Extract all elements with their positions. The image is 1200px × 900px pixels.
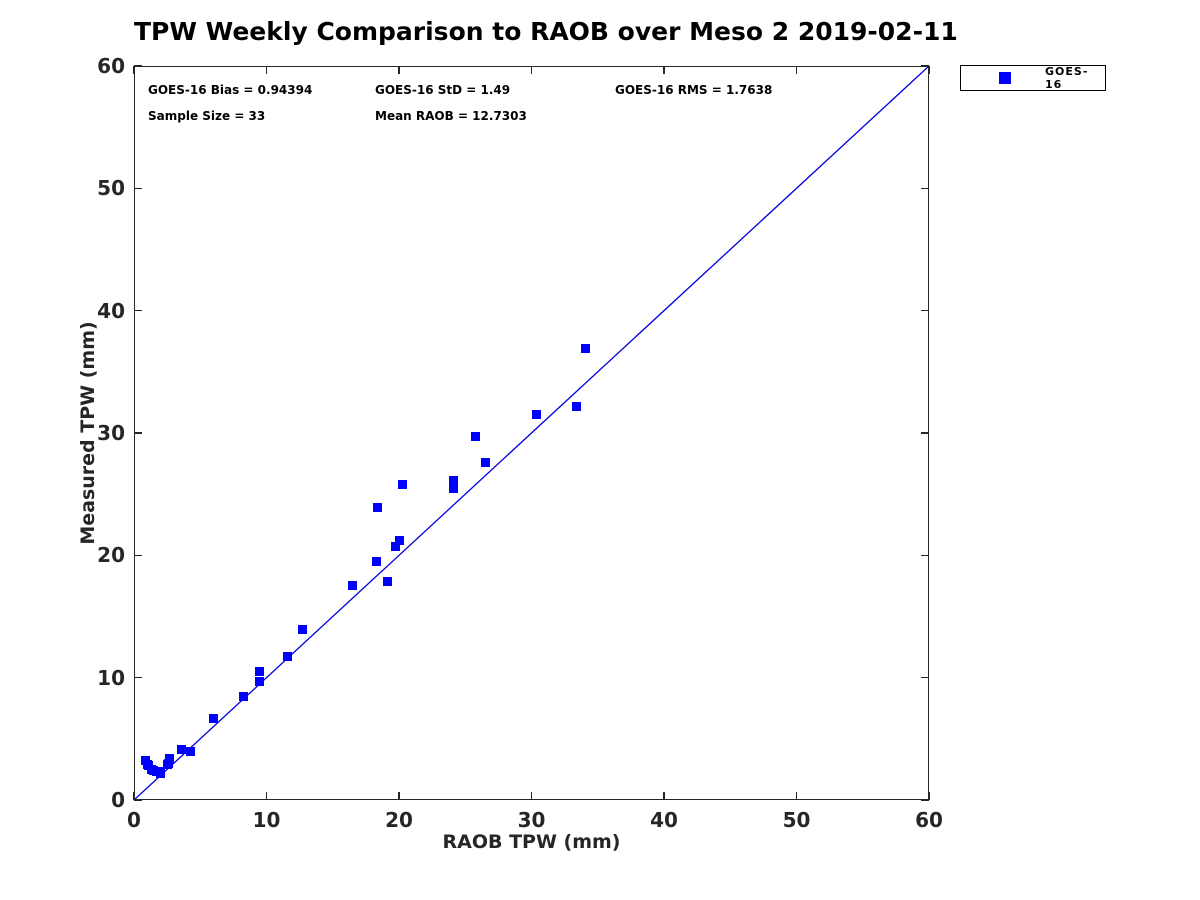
stat-sample-size: Sample Size = 33 <box>148 109 266 123</box>
x-tick-mirror <box>133 66 135 74</box>
legend-marker-square-icon <box>999 72 1011 84</box>
data-point <box>382 576 392 586</box>
y-tick-mirror <box>921 799 929 801</box>
y-tick <box>134 309 142 312</box>
stat-std: GOES-16 StD = 1.49 <box>375 83 511 97</box>
identity-line <box>134 66 929 800</box>
legend-label: GOES-16 <box>1045 65 1089 91</box>
data-point <box>448 476 458 486</box>
x-tick <box>928 792 930 800</box>
y-tick-mirror <box>921 676 929 679</box>
y-tick <box>134 799 142 801</box>
data-point <box>532 410 542 420</box>
data-point <box>371 556 381 566</box>
data-point <box>177 745 187 755</box>
y-tick <box>134 65 142 67</box>
x-tick-label: 0 <box>127 808 141 832</box>
data-point <box>448 483 458 493</box>
x-tick-label: 30 <box>517 808 546 832</box>
x-tick-mirror <box>663 66 665 74</box>
y-axis-label: Measured TPW (mm) <box>77 321 99 545</box>
chart-title: TPW Weekly Comparison to RAOB over Meso … <box>134 17 958 46</box>
data-point <box>581 344 591 354</box>
y-tick <box>134 676 142 679</box>
data-point <box>572 401 582 411</box>
y-tick-label: 40 <box>97 298 125 323</box>
data-point <box>471 432 481 442</box>
x-tick <box>265 792 268 800</box>
x-tick <box>795 792 798 800</box>
y-tick-label: 0 <box>111 788 125 812</box>
data-point <box>348 581 358 591</box>
x-tick <box>530 792 533 800</box>
y-tick <box>134 554 142 557</box>
x-tick-mirror <box>265 66 268 74</box>
stat-bias: GOES-16 Bias = 0.94394 <box>148 83 313 97</box>
data-point <box>239 691 249 701</box>
y-tick-mirror <box>921 65 929 67</box>
y-tick-label: 50 <box>97 176 125 201</box>
legend: GOES-16 <box>960 65 1106 91</box>
x-tick-label: 10 <box>252 808 281 832</box>
data-point <box>165 753 175 763</box>
y-tick-mirror <box>921 309 929 312</box>
y-tick-label: 30 <box>97 421 125 445</box>
x-tick-mirror <box>795 66 798 74</box>
data-point <box>255 676 265 686</box>
x-tick-mirror <box>928 66 930 74</box>
y-tick-label: 20 <box>97 543 125 568</box>
data-point <box>398 479 408 489</box>
data-point <box>186 746 196 756</box>
x-tick-label: 20 <box>385 808 413 832</box>
plot-area: 0 10 20 30 40 50 60 0 10 20 30 40 50 60 <box>97 54 943 832</box>
x-tick-label: 60 <box>915 808 943 832</box>
stat-rms: GOES-16 RMS = 1.7638 <box>615 83 773 97</box>
y-tick-mirror <box>921 187 929 190</box>
x-tick <box>133 792 135 800</box>
x-tick <box>398 792 400 800</box>
data-point <box>283 652 293 662</box>
y-tick-mirror <box>921 432 929 434</box>
y-tick-label: 60 <box>97 54 125 78</box>
x-tick-label: 50 <box>782 808 811 832</box>
data-point <box>394 536 404 546</box>
x-tick-mirror <box>398 66 400 74</box>
y-tick-label: 10 <box>97 665 125 690</box>
data-point <box>156 768 165 778</box>
data-point <box>209 713 218 723</box>
x-tick-label: 40 <box>650 808 678 832</box>
x-tick <box>663 792 665 800</box>
data-point <box>255 667 265 677</box>
x-axis-label: RAOB TPW (mm) <box>442 831 621 853</box>
data-point <box>163 758 173 768</box>
stat-mean-raob: Mean RAOB = 12.7303 <box>375 109 527 123</box>
y-tick-mirror <box>921 554 929 557</box>
data-point <box>297 625 307 635</box>
y-tick <box>134 432 142 434</box>
y-tick <box>134 187 142 190</box>
x-tick-mirror <box>530 66 533 74</box>
data-point <box>390 542 400 552</box>
data-point <box>480 457 490 467</box>
data-point <box>373 503 383 513</box>
